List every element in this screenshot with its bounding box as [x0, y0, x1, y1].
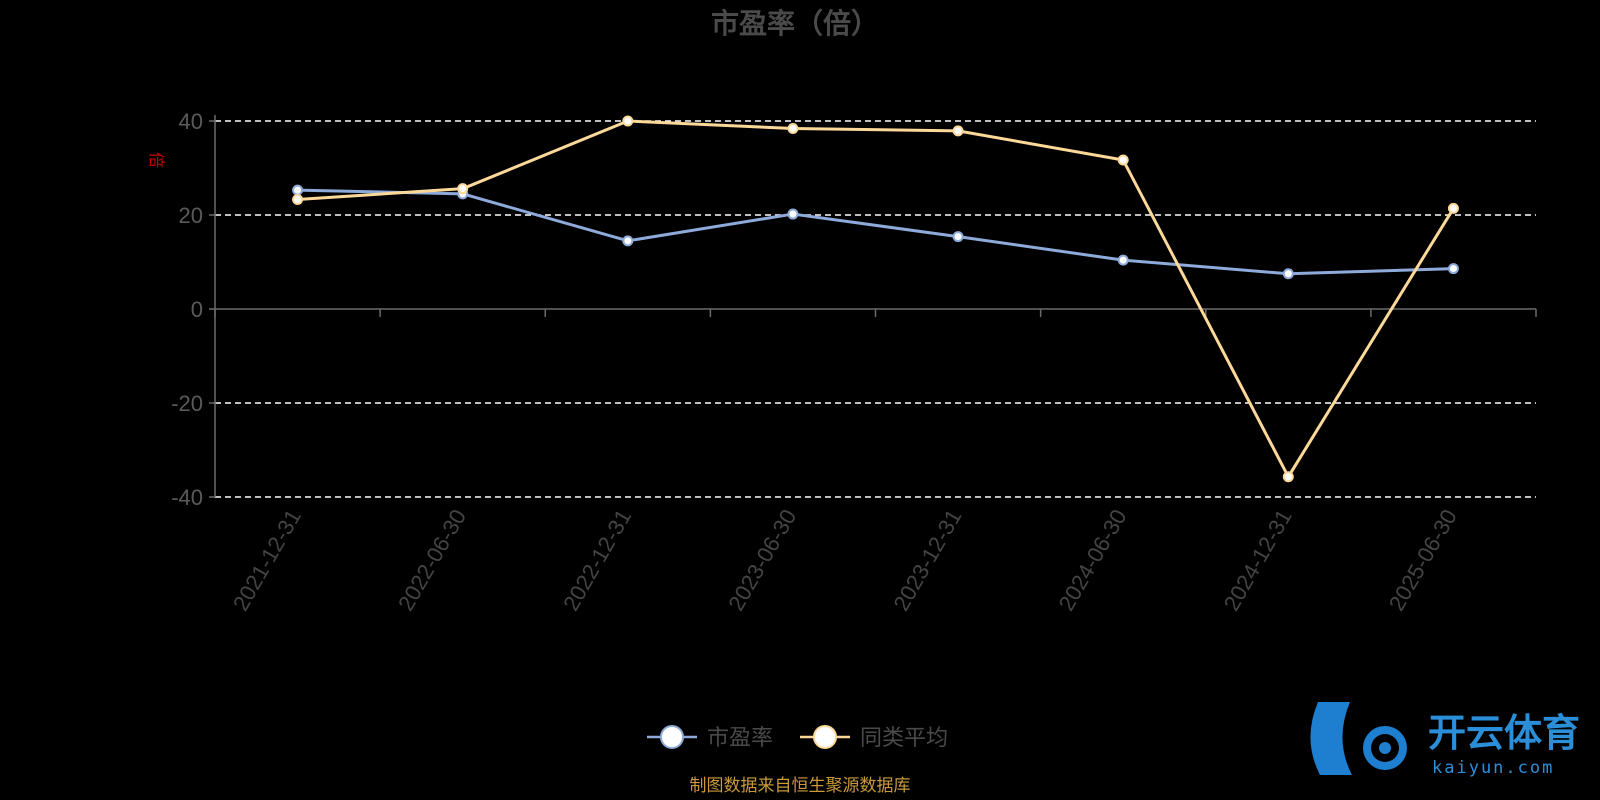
data-point [952, 231, 964, 243]
series-line [297, 119, 1455, 479]
data-point [787, 208, 799, 220]
data-point [1447, 202, 1459, 214]
y-axis-label: 倍 [147, 152, 166, 168]
y-tick-label: 0 [191, 297, 203, 322]
watermark-brand-name: 开云体育 [1428, 711, 1580, 755]
data-point [787, 123, 799, 135]
grid-lines [215, 120, 1536, 498]
legend: 市盈率 同类平均 [647, 725, 948, 751]
y-tick-label: -20 [171, 391, 203, 416]
y-tick-label: -40 [171, 485, 203, 510]
source-note: 制图数据来自恒生聚源数据库 [690, 776, 911, 796]
data-point [952, 125, 964, 137]
data-point [1117, 254, 1129, 266]
x-tick-label: 2023-06-30 [723, 505, 801, 615]
data-point [457, 183, 469, 195]
data-point [1117, 154, 1129, 166]
x-tick-label: 2024-06-30 [1054, 505, 1132, 615]
x-tick-label: 2024-12-31 [1219, 505, 1297, 615]
x-tick-label: 2022-12-31 [558, 505, 636, 615]
x-tick-labels: 2021-12-31 2022-06-30 2022-12-31 2023-06-30… [228, 505, 1462, 615]
data-point [1447, 263, 1459, 275]
data-point [292, 184, 304, 196]
legend-swatch-marker [813, 725, 837, 749]
x-tick-label: 2021-12-31 [228, 505, 306, 615]
data-point [1282, 268, 1294, 280]
soccer-ball-icon [1310, 702, 1407, 775]
series-lines [292, 115, 1459, 483]
y-tick-label: 40 [179, 109, 203, 134]
data-point [622, 115, 634, 127]
series-line [297, 188, 1454, 276]
chart-title: 市盈率（倍） [711, 7, 879, 40]
watermark-domain: kaiyun.com [1432, 758, 1554, 778]
y-tick-labels: -40 -20 0 20 40 [171, 109, 203, 510]
legend-label: 市盈率 [707, 726, 773, 751]
watermark-logo: 开云体育 kaiyun.com [1310, 702, 1580, 778]
legend-label: 同类平均 [860, 726, 948, 751]
y-tick-label: 20 [179, 203, 203, 228]
data-point [292, 193, 304, 205]
data-point [622, 235, 634, 247]
axes [209, 115, 1537, 498]
data-point [1282, 471, 1294, 483]
legend-swatch-marker [660, 725, 684, 749]
x-tick-label: 2023-12-31 [888, 505, 966, 615]
x-tick-label: 2025-06-30 [1384, 505, 1462, 615]
x-tick-label: 2022-06-30 [393, 505, 471, 615]
